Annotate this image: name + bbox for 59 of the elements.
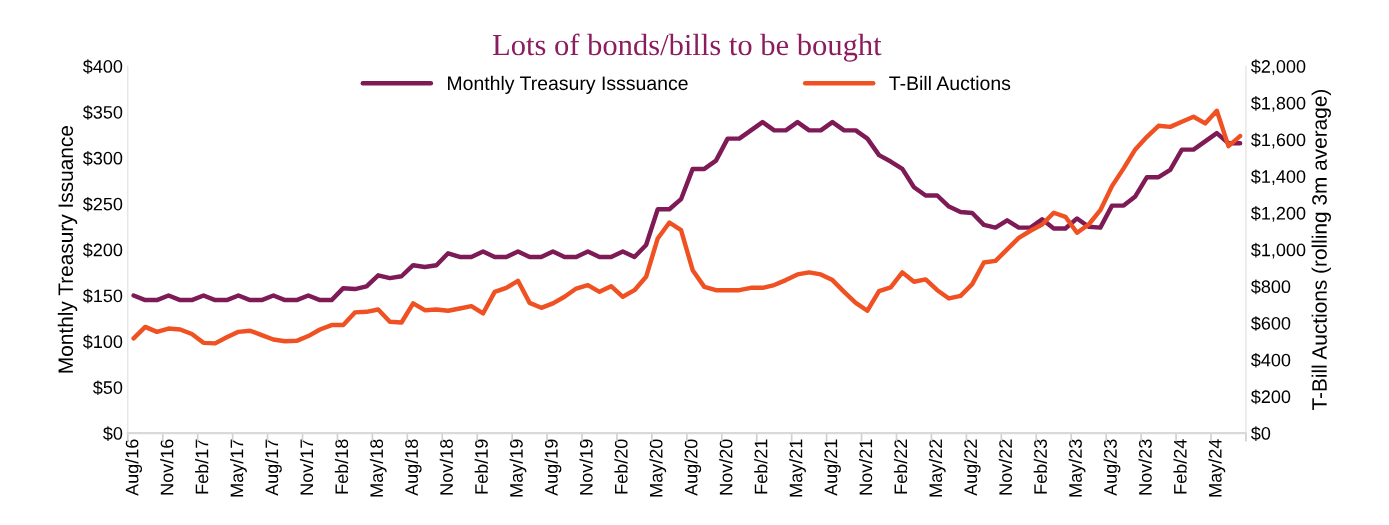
y-tick-label: $100 <box>82 334 123 350</box>
line-series <box>131 108 1243 346</box>
y-tick-label: $250 <box>82 196 123 212</box>
x-tick-label: Feb/21 <box>754 439 768 494</box>
x-tick-label: Feb/17 <box>195 439 209 494</box>
y-tick-label: $50 <box>93 380 123 396</box>
x-tick-label: May/19 <box>509 439 527 497</box>
x-tick-label: Feb/19 <box>474 439 488 494</box>
y-tick-label: $0 <box>103 426 123 441</box>
x-tick-label: Nov/22 <box>998 439 1013 495</box>
x-tick-label: Aug/23 <box>1103 439 1121 496</box>
y-tick-label: $200 <box>82 242 123 258</box>
x-tick-label: Aug/18 <box>404 439 422 496</box>
x-tick-label: Feb/23 <box>1033 439 1047 494</box>
y2-tick-label: $1,600 <box>1250 132 1306 149</box>
x-tick-label: May/17 <box>230 439 247 497</box>
y-tick-label: $350 <box>82 105 123 120</box>
x-tick-label: May/18 <box>369 439 387 497</box>
y-tick-label: $400 <box>82 59 123 74</box>
y2-tick-label: $200 <box>1250 389 1291 405</box>
x-tick-label: May/22 <box>928 439 946 497</box>
legend-label: T-Bill Auctions <box>889 75 1011 91</box>
y2-tick-label: $0 <box>1250 426 1271 441</box>
x-tick-label: May/20 <box>649 439 667 497</box>
chart-title: Lots of bonds/bills to be bought <box>492 33 882 62</box>
x-tick-label: Nov/20 <box>719 439 733 495</box>
y2-tick-label: $400 <box>1250 352 1291 368</box>
x-tick-label: Nov/19 <box>579 439 593 495</box>
x-tick-label: May/23 <box>1068 439 1086 497</box>
x-tick-label: Aug/16 <box>125 439 143 496</box>
x-tick-label: Aug/19 <box>544 439 562 496</box>
x-tick-label: May/21 <box>789 439 806 497</box>
x-tick-label: Nov/23 <box>1138 439 1152 495</box>
legend-label: Monthly Treasury Isssuance <box>448 75 688 94</box>
x-tick-label: Feb/20 <box>614 439 628 494</box>
x-tick-label: Feb/18 <box>334 439 349 494</box>
y2-tick-label: $1,200 <box>1250 206 1306 222</box>
y2-tick-label: $2,000 <box>1250 59 1306 75</box>
line-series <box>131 119 1243 303</box>
x-tick-label: Nov/16 <box>160 439 174 495</box>
y2-tick-label: $600 <box>1250 316 1291 331</box>
x-tick-label: Aug/20 <box>684 439 702 496</box>
x-tick-label: Feb/22 <box>893 439 908 494</box>
y2-tick-label: $1,400 <box>1250 169 1306 186</box>
x-tick-label: May/24 <box>1208 439 1226 497</box>
x-tick-label: Aug/17 <box>264 439 282 496</box>
x-tick-label: Nov/21 <box>858 439 873 495</box>
y2-tick-label: $1,000 <box>1250 242 1306 259</box>
y-axis-title: Monthly Treasury Issuance <box>57 126 78 373</box>
y-tick-label: $300 <box>82 151 123 166</box>
x-tick-label: Feb/24 <box>1173 439 1187 494</box>
x-tick-label: Aug/22 <box>963 439 981 496</box>
y2-tick-label: $800 <box>1250 279 1291 295</box>
y-tick-label: $150 <box>82 288 123 304</box>
x-tick-label: Nov/17 <box>299 439 314 495</box>
x-tick-label: Aug/21 <box>824 439 841 496</box>
y2-axis-title: T-Bill Auctions (rolling 3m average) <box>1311 89 1331 411</box>
y2-tick-label: $1,800 <box>1250 96 1306 112</box>
x-tick-label: Nov/18 <box>439 439 453 495</box>
